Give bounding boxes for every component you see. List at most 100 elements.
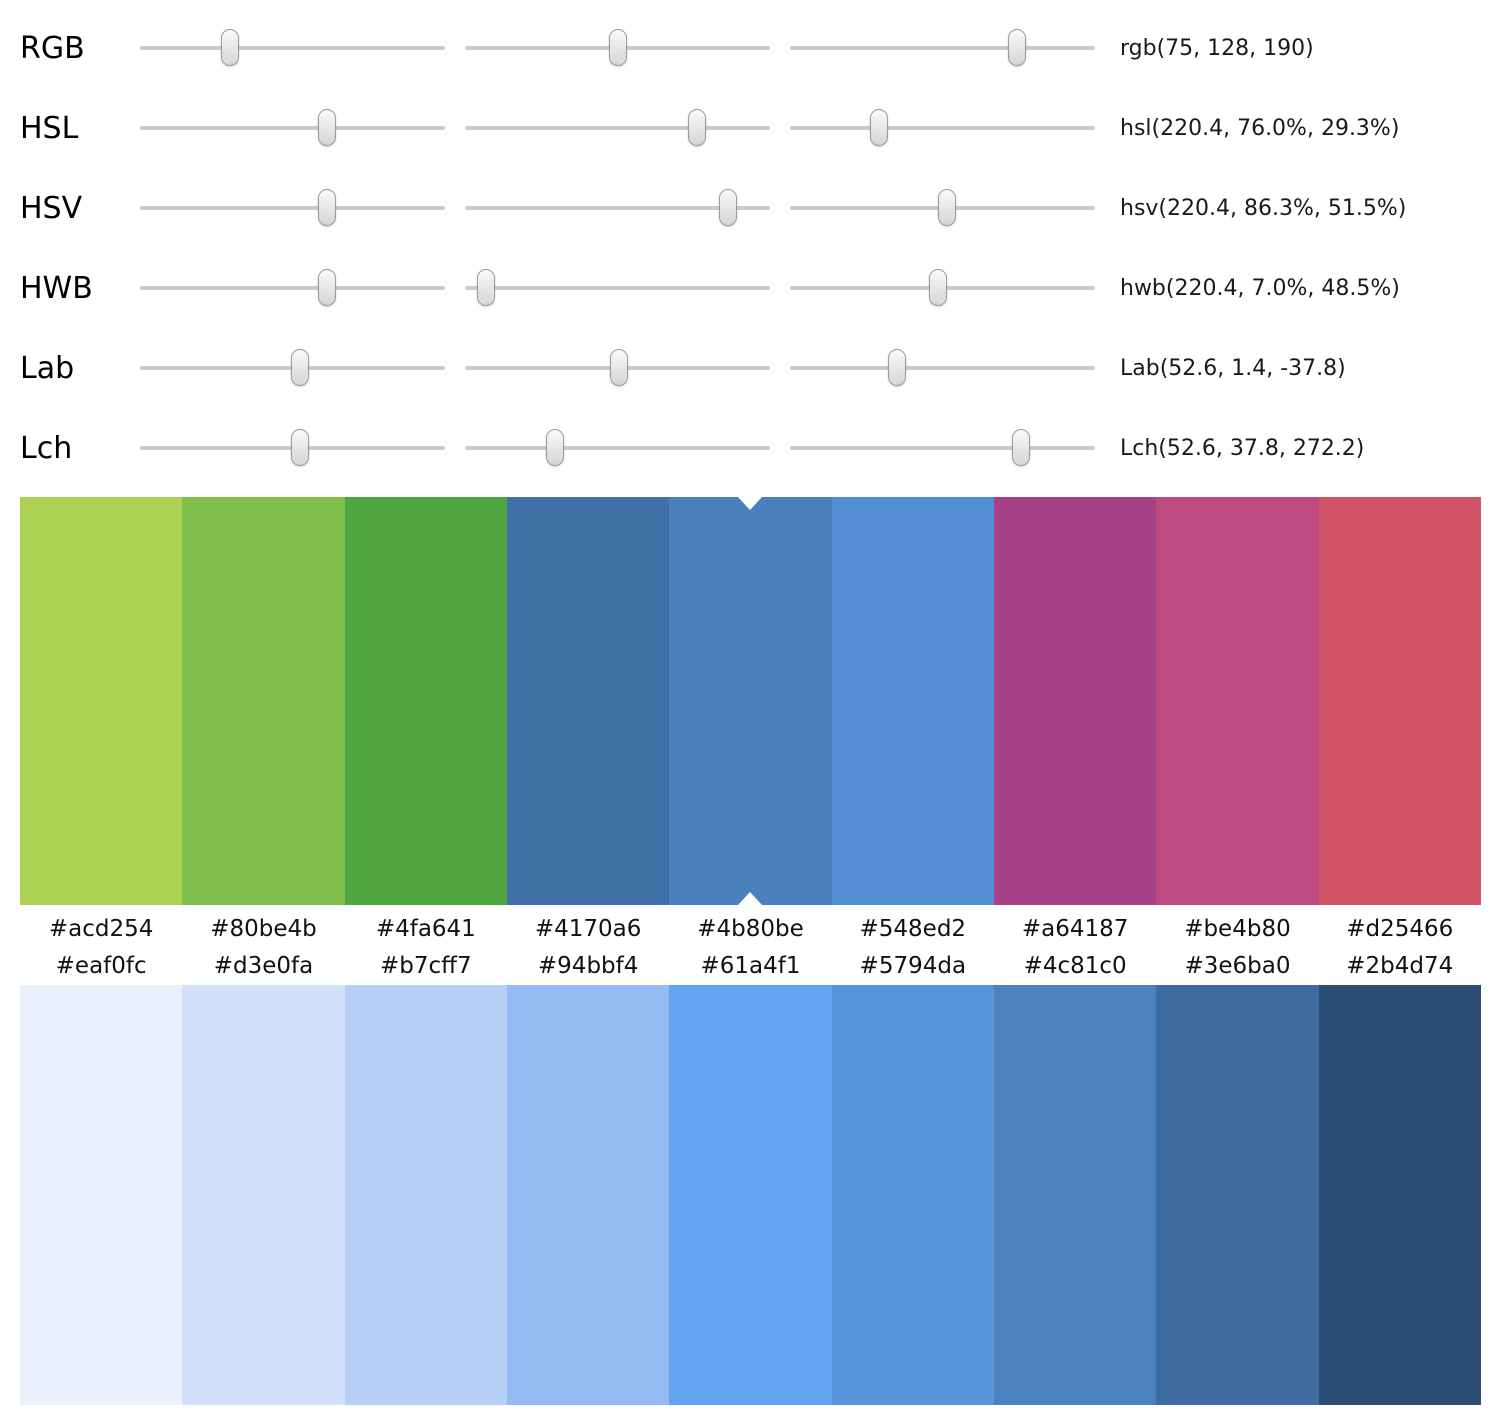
hsl-slider-2[interactable] <box>465 106 770 150</box>
discrete-palette <box>20 497 1481 905</box>
slider-thumb[interactable] <box>610 349 629 386</box>
slider-track[interactable] <box>465 446 770 450</box>
lch-value-text: Lch(52.6, 37.8, 272.2) <box>1120 435 1365 461</box>
hex-code-label: #61a4f1 <box>700 953 801 979</box>
slider-track[interactable] <box>790 446 1095 450</box>
rgb-slider-2[interactable] <box>465 26 770 70</box>
slider-track[interactable] <box>140 206 445 210</box>
palette-swatch[interactable] <box>669 497 832 905</box>
hsv-slider-3[interactable] <box>790 186 1095 230</box>
hsl-slider-3[interactable] <box>790 106 1095 150</box>
slider-track[interactable] <box>790 46 1095 50</box>
slider-track[interactable] <box>465 206 770 210</box>
hsv-slider-2[interactable] <box>465 186 770 230</box>
hex-code-label: #3e6ba0 <box>1184 953 1291 979</box>
palette-swatch[interactable] <box>182 985 345 1405</box>
slider-thumb[interactable] <box>888 349 907 386</box>
lab-colorspace-label: Lab <box>20 350 75 386</box>
palette-swatch[interactable] <box>506 497 670 905</box>
hsv-slider-1[interactable] <box>140 186 445 230</box>
slider-track[interactable] <box>140 126 445 130</box>
slider-row-hwb: HWB hwb(220.4, 7.0%, 48.5%) <box>20 248 1501 328</box>
hsl-slider-1[interactable] <box>140 106 445 150</box>
hsl-colorspace-label: HSL <box>20 110 79 146</box>
slider-track[interactable] <box>790 366 1095 370</box>
hex-code-label: #be4b80 <box>1184 916 1291 942</box>
palette-swatch[interactable] <box>831 497 994 905</box>
palette-swatch[interactable] <box>506 985 670 1405</box>
slider-thumb[interactable] <box>477 269 496 306</box>
rgb-slider-3[interactable] <box>790 26 1095 70</box>
palette-swatch[interactable] <box>831 985 994 1405</box>
lab-slider-2[interactable] <box>465 346 770 390</box>
slider-thumb[interactable] <box>687 109 706 146</box>
palette-swatch[interactable] <box>669 985 832 1405</box>
lch-slider-3[interactable] <box>790 426 1095 470</box>
slider-thumb[interactable] <box>1011 429 1030 466</box>
lch-slider-2[interactable] <box>465 426 770 470</box>
hex-code-label: #a64187 <box>1021 916 1129 942</box>
palette-swatch[interactable] <box>1156 985 1319 1405</box>
slider-row-hsl: HSL hsl(220.4, 76.0%, 29.3%) <box>20 88 1501 168</box>
palette-swatch[interactable] <box>1318 985 1481 1405</box>
slider-track[interactable] <box>465 126 770 130</box>
slider-thumb[interactable] <box>719 189 738 226</box>
slider-thumb[interactable] <box>609 29 628 66</box>
slider-thumb[interactable] <box>928 269 947 306</box>
slider-track[interactable] <box>140 46 445 50</box>
hex-code-label: #b7cff7 <box>380 953 472 979</box>
hwb-colorspace-label: HWB <box>20 270 93 306</box>
palette-swatch[interactable] <box>993 497 1157 905</box>
palette-swatch[interactable] <box>20 985 183 1405</box>
palette-swatch[interactable] <box>1156 497 1319 905</box>
slider-thumb[interactable] <box>291 429 310 466</box>
hsv-value-text: hsv(220.4, 86.3%, 51.5%) <box>1120 195 1407 221</box>
slider-track[interactable] <box>465 286 770 290</box>
slider-thumb[interactable] <box>938 189 957 226</box>
slider-thumb[interactable] <box>317 269 336 306</box>
rgb-colorspace-label: RGB <box>20 30 85 66</box>
palette-swatch[interactable] <box>182 497 345 905</box>
slider-thumb[interactable] <box>291 349 310 386</box>
hwb-slider-1[interactable] <box>140 266 445 310</box>
palette-swatch[interactable] <box>1318 497 1481 905</box>
slider-thumb[interactable] <box>545 429 564 466</box>
palette-swatch[interactable] <box>344 497 507 905</box>
hex-code-label: #4c81c0 <box>1023 953 1127 979</box>
palette-swatch[interactable] <box>993 985 1157 1405</box>
lab-slider-3[interactable] <box>790 346 1095 390</box>
hwb-slider-2[interactable] <box>465 266 770 310</box>
lch-slider-1[interactable] <box>140 426 445 470</box>
tonal-palette <box>20 985 1481 1405</box>
hex-code-label: #d25466 <box>1346 916 1454 942</box>
hsl-value-text: hsl(220.4, 76.0%, 29.3%) <box>1120 115 1400 141</box>
lab-slider-1[interactable] <box>140 346 445 390</box>
slider-thumb[interactable] <box>317 109 336 146</box>
slider-thumb[interactable] <box>870 109 889 146</box>
slider-thumb[interactable] <box>1008 29 1027 66</box>
hex-code-label: #80be4b <box>210 916 317 942</box>
hex-code-label: #acd254 <box>48 916 154 942</box>
rgb-value-text: rgb(75, 128, 190) <box>1120 35 1314 61</box>
slider-track[interactable] <box>790 126 1095 130</box>
slider-thumb[interactable] <box>220 29 239 66</box>
hwb-slider-3[interactable] <box>790 266 1095 310</box>
slider-thumb[interactable] <box>317 189 336 226</box>
rgb-slider-1[interactable] <box>140 26 445 70</box>
hex-code-label: #94bbf4 <box>537 953 639 979</box>
selected-swatch-marker-top-icon <box>738 497 763 510</box>
slider-row-hsv: HSV hsv(220.4, 86.3%, 51.5%) <box>20 168 1501 248</box>
lab-value-text: Lab(52.6, 1.4, -37.8) <box>1120 355 1346 381</box>
palette-swatch[interactable] <box>344 985 507 1405</box>
selected-swatch-marker-bottom-icon <box>738 892 763 905</box>
hex-code-label: #4fa641 <box>375 916 476 942</box>
hex-code-label: #4b80be <box>697 916 804 942</box>
hex-code-label: #5794da <box>859 953 967 979</box>
slider-row-lch: Lch Lch(52.6, 37.8, 272.2) <box>20 408 1501 488</box>
palette-swatch[interactable] <box>20 497 183 905</box>
hex-code-label: #eaf0fc <box>55 953 147 979</box>
slider-track[interactable] <box>140 286 445 290</box>
hsv-colorspace-label: HSV <box>20 190 83 226</box>
tonal-palette-hex-labels: #eaf0fc #d3e0fa #b7cff7 #94bbf4 #61a4f1 #5794… <box>20 951 1481 985</box>
slider-row-rgb: RGB rgb(75, 128, 190) <box>20 8 1501 88</box>
